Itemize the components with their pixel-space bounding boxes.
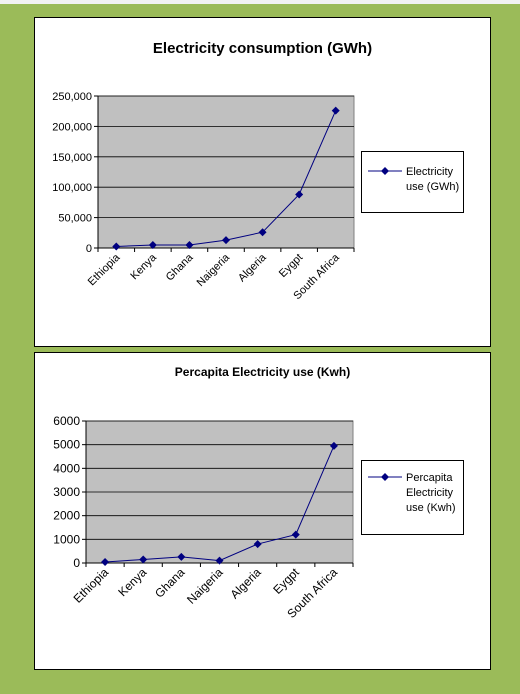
y-tick-label: 100,000 (52, 182, 92, 194)
data-point-marker (331, 106, 340, 115)
legend-series-label: Electricity use (GWh) (406, 166, 460, 193)
data-point-marker (139, 555, 148, 564)
y-tick-label: 1000 (53, 532, 80, 546)
y-tick-label: 3000 (53, 485, 80, 499)
plot-area (97, 95, 355, 249)
x-category-label: Algeria (236, 251, 269, 284)
frame-top-strip (0, 0, 520, 4)
data-point-marker (295, 190, 304, 199)
x-category-label: Kenya (115, 565, 149, 599)
y-tick-label: 5000 (53, 438, 80, 452)
chart-panel-percapita-electricity: Percapita Electricity use (Kwh) 0 1000 200… (34, 352, 491, 670)
data-point-marker (291, 530, 300, 539)
y-tick-label: 150,000 (52, 152, 92, 164)
chart-title: Electricity consumption (GWh) (152, 40, 373, 57)
y-tick-label: 6000 (53, 414, 80, 428)
x-category-label: Kenya (128, 251, 159, 282)
y-tick-label: 4000 (53, 461, 80, 475)
data-point-marker (101, 558, 110, 567)
x-category-label: Naigeria (184, 565, 226, 607)
x-category-label: Ghana (164, 251, 196, 283)
chart-panel-electricity-consumption: Electricity consumption (GWh) 0 50,000 100… (34, 17, 491, 347)
data-point-marker (148, 240, 157, 249)
data-point-marker (185, 240, 194, 249)
data-point-marker (112, 242, 121, 251)
x-category-label: Naigeria (195, 251, 233, 289)
x-category-label: Algeria (227, 565, 264, 602)
x-category-label: Eygpt (270, 565, 302, 597)
x-category-label: Ethiopia (71, 565, 112, 606)
y-tick-label: 2000 (53, 509, 80, 523)
chart-legend: Electricity use (GWh) (361, 151, 464, 213)
legend-series-marker (368, 167, 402, 175)
y-tick-label: 0 (73, 556, 80, 570)
data-point-marker (222, 236, 230, 245)
x-category-label: Ethiopia (86, 251, 123, 288)
percapita-electricity-chart: 0 1000 2000 3000 4000 5000 6000 Ethiopia Kenya Gh… (53, 414, 354, 621)
chart-legend: Percapita Electricity use (Kwh) (361, 460, 464, 535)
x-category-label: Ghana (152, 565, 188, 601)
legend-series-label: Percapita Electricity use (Kwh) (406, 472, 456, 514)
data-point-marker (177, 552, 186, 561)
y-tick-label: 50,000 (58, 213, 92, 225)
x-category-label: Eygpt (277, 252, 305, 280)
data-point-marker (253, 540, 262, 549)
data-point-marker (329, 441, 338, 450)
chart-title: Percapita Electricity use (Kwh) (174, 365, 351, 379)
y-tick-label: 0 (86, 243, 92, 255)
data-point-marker (258, 228, 267, 237)
data-point-marker (215, 556, 224, 565)
y-tick-label: 250,000 (52, 91, 92, 103)
electricity-consumption-chart: 0 50,000 100,000 150,000 200,000 250,000 Ethio… (52, 91, 355, 302)
y-tick-label: 200,000 (52, 121, 92, 133)
legend-series-marker (368, 473, 402, 481)
